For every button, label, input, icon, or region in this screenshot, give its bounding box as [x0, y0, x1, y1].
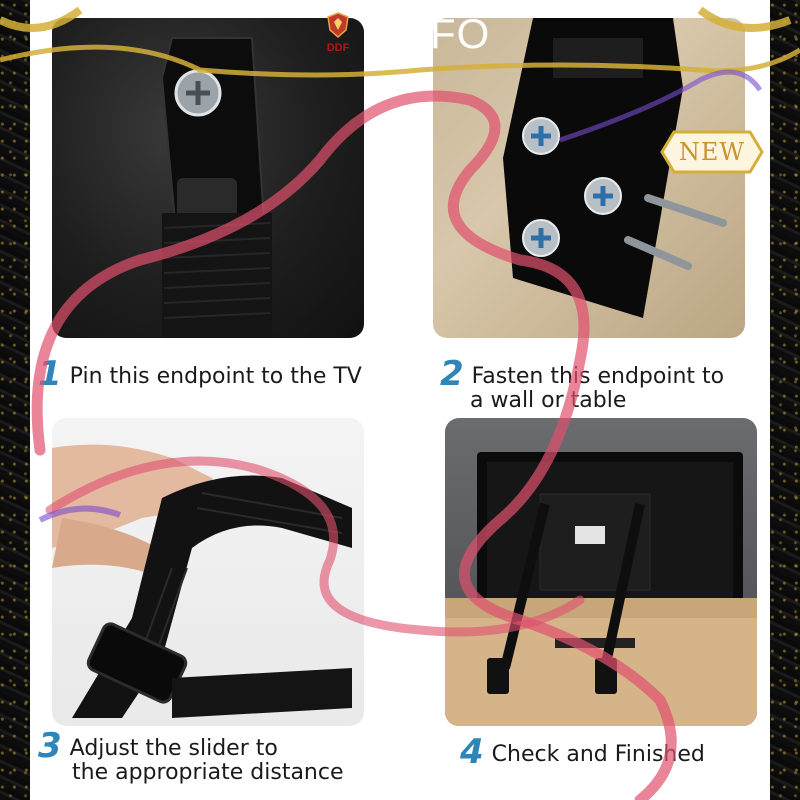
- brand-text: FO: [430, 10, 491, 57]
- step-text-line-2: the appropriate distance: [72, 760, 344, 785]
- badge-shape: [660, 130, 764, 174]
- step-number: 3: [38, 726, 62, 766]
- step-number: 1: [38, 354, 62, 394]
- step-number: 2: [440, 354, 464, 394]
- new-badge: NEW: [656, 126, 768, 178]
- step-4-caption: 4 Check and Finished: [460, 735, 705, 769]
- brand-logo: DDF: [316, 12, 360, 62]
- step-text: Pin this endpoint to the TV: [69, 364, 362, 389]
- step-2-caption: 2 Fasten this endpoint to a wall or table: [440, 357, 725, 413]
- badge-label: NEW: [678, 138, 746, 166]
- step-3-photo: [52, 418, 364, 726]
- step-4-photo: [445, 418, 757, 726]
- step-3-caption: 3 Adjust the slider to the appropriate di…: [38, 729, 344, 785]
- decorative-frame-right: [770, 0, 800, 800]
- decorative-frame-left: [0, 0, 30, 800]
- step-1-photo: [52, 18, 364, 338]
- step-text: Check and Finished: [491, 742, 705, 767]
- step-text-line-2: a wall or table: [470, 388, 627, 413]
- step-number: 4: [460, 732, 484, 772]
- shield-crest-icon: [327, 12, 349, 38]
- logo-text: DDF: [326, 42, 350, 54]
- step-1-caption: 1 Pin this endpoint to the TV: [38, 357, 362, 391]
- step-text: Adjust the slider to: [69, 736, 278, 761]
- step-text: Fasten this endpoint to: [471, 364, 725, 389]
